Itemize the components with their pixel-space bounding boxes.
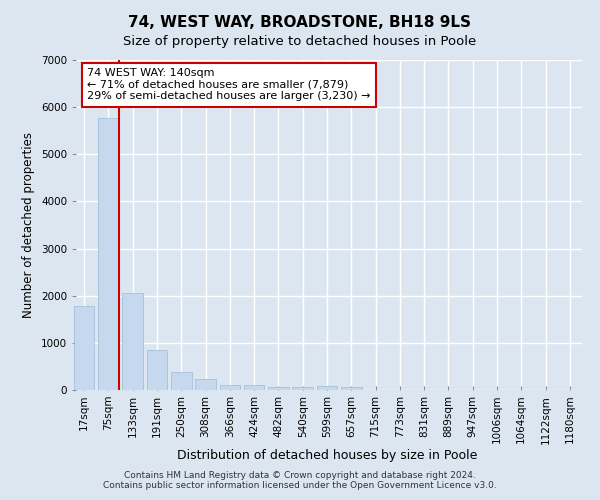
Text: Size of property relative to detached houses in Poole: Size of property relative to detached ho… (124, 35, 476, 48)
Bar (292, 387, 313, 390)
Text: 74 WEST WAY: 140sqm
← 71% of detached houses are smaller (7,879)
29% of semi-det: 74 WEST WAY: 140sqm ← 71% of detached ho… (88, 68, 371, 102)
Bar (244, 385, 265, 390)
Text: 74, WEST WAY, BROADSTONE, BH18 9LS: 74, WEST WAY, BROADSTONE, BH18 9LS (128, 15, 472, 30)
Bar (195, 379, 216, 390)
Bar (98, 118, 119, 390)
Bar (171, 372, 191, 390)
Bar (220, 384, 240, 390)
Bar (341, 387, 362, 390)
X-axis label: Distribution of detached houses by size in Poole: Distribution of detached houses by size … (177, 449, 477, 462)
Bar (317, 386, 337, 390)
Bar (74, 306, 94, 390)
Bar (146, 350, 167, 390)
Y-axis label: Number of detached properties: Number of detached properties (22, 132, 35, 318)
Bar (268, 386, 289, 390)
Text: Contains HM Land Registry data © Crown copyright and database right 2024.
Contai: Contains HM Land Registry data © Crown c… (103, 470, 497, 490)
Bar (122, 293, 143, 390)
